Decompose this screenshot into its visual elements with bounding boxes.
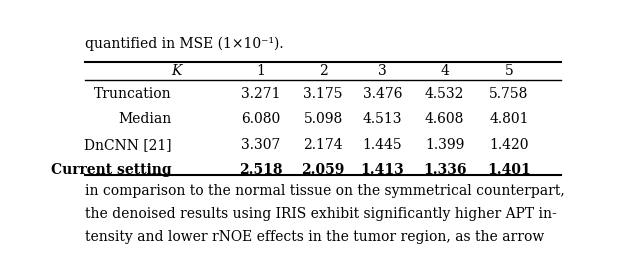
Text: Current setting: Current setting: [51, 163, 172, 177]
Text: quantified in MSE (1×10⁻¹).: quantified in MSE (1×10⁻¹).: [85, 37, 284, 51]
Text: 2.059: 2.059: [301, 163, 345, 177]
Text: K: K: [172, 64, 182, 78]
Text: 5.758: 5.758: [490, 86, 529, 101]
Text: 5.098: 5.098: [303, 112, 342, 126]
Text: 3.175: 3.175: [303, 86, 343, 101]
Text: Truncation: Truncation: [94, 86, 172, 101]
Text: 1.399: 1.399: [425, 138, 464, 152]
Text: 1.420: 1.420: [490, 138, 529, 152]
Text: 4.513: 4.513: [363, 112, 403, 126]
Text: 1.445: 1.445: [363, 138, 403, 152]
Text: in comparison to the normal tissue on the symmetrical counterpart,: in comparison to the normal tissue on th…: [85, 184, 564, 198]
Text: tensity and lower rNOE effects in the tumor region, as the arrow: tensity and lower rNOE effects in the tu…: [85, 230, 544, 244]
Text: 3: 3: [378, 64, 387, 78]
Text: 3.307: 3.307: [241, 138, 281, 152]
Text: 4.801: 4.801: [490, 112, 529, 126]
Text: 6.080: 6.080: [241, 112, 281, 126]
Text: 2.174: 2.174: [303, 138, 343, 152]
Text: Median: Median: [118, 112, 172, 126]
Text: 1: 1: [257, 64, 266, 78]
Text: 3.476: 3.476: [363, 86, 403, 101]
Text: 2: 2: [319, 64, 328, 78]
Text: the denoised results using IRIS exhibit significantly higher APT in-: the denoised results using IRIS exhibit …: [85, 207, 557, 221]
Text: 4.532: 4.532: [425, 86, 464, 101]
Text: 4.608: 4.608: [425, 112, 464, 126]
Text: 5: 5: [505, 64, 513, 78]
Text: 1.336: 1.336: [423, 163, 467, 177]
Text: 4: 4: [440, 64, 449, 78]
Text: 1.413: 1.413: [361, 163, 404, 177]
Text: 2.518: 2.518: [239, 163, 283, 177]
Text: 1.401: 1.401: [487, 163, 531, 177]
Text: 3.271: 3.271: [241, 86, 281, 101]
Text: DnCNN [21]: DnCNN [21]: [84, 138, 172, 152]
